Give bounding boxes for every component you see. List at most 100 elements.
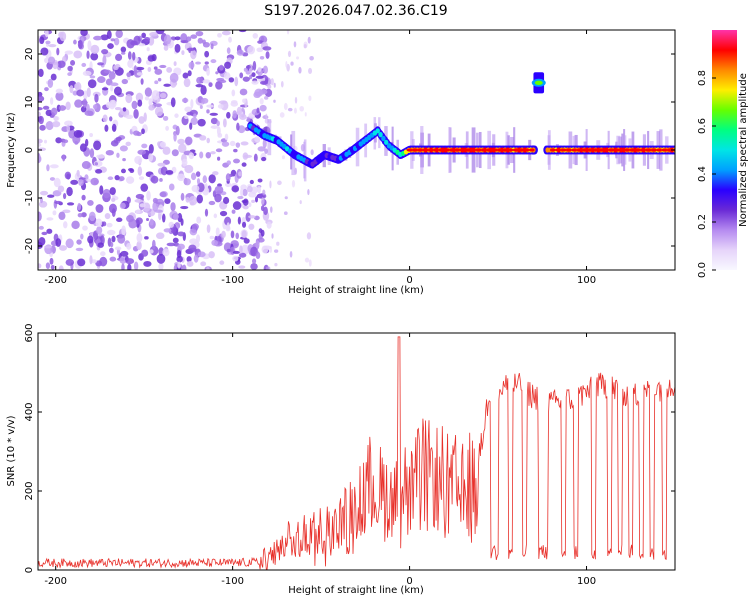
noise-blob xyxy=(204,208,209,217)
noise-blob xyxy=(73,50,83,59)
noise-blob xyxy=(248,223,255,230)
noise-blob xyxy=(247,45,256,55)
noise-blob xyxy=(140,183,149,192)
noise-blob xyxy=(236,49,244,56)
noise-blob xyxy=(133,65,137,75)
noise-blob xyxy=(90,44,100,54)
noise-blob xyxy=(97,242,104,248)
snr-ytick-label: 200 xyxy=(24,481,35,500)
noise-blob xyxy=(232,201,242,210)
noise-blob xyxy=(208,251,215,259)
noise-blob xyxy=(246,185,253,193)
noise-blob xyxy=(62,209,71,214)
noise-blob xyxy=(308,95,312,102)
noise-blob xyxy=(139,203,146,208)
noise-blob xyxy=(82,225,88,231)
noise-blob xyxy=(89,255,93,265)
noise-blob xyxy=(251,199,256,203)
noise-blob xyxy=(286,30,290,35)
noise-blob xyxy=(133,108,139,119)
noise-blob xyxy=(89,75,96,79)
snr-xtick-label: 0 xyxy=(406,576,412,587)
noise-blob xyxy=(146,217,150,222)
noise-blob xyxy=(89,132,93,138)
track-peak xyxy=(650,148,657,152)
noise-blob xyxy=(38,115,44,125)
noise-blob xyxy=(59,245,68,251)
noise-blob xyxy=(226,47,231,55)
noise-blob xyxy=(138,176,145,181)
noise-blob xyxy=(102,55,107,66)
noise-blob xyxy=(232,255,239,262)
noise-blob xyxy=(67,72,72,77)
noise-blob xyxy=(224,133,229,141)
noise-blob xyxy=(157,162,166,167)
noise-blob xyxy=(235,142,241,148)
noise-blob xyxy=(217,104,224,109)
noise-blob xyxy=(221,230,226,239)
noise-blob xyxy=(90,177,99,186)
noise-blob xyxy=(243,238,250,244)
noise-blob xyxy=(184,115,189,120)
noise-blob xyxy=(106,30,112,40)
noise-blob xyxy=(110,140,119,147)
noise-blob xyxy=(57,185,65,193)
noise-blob xyxy=(188,244,197,253)
noise-blob xyxy=(45,40,51,45)
colorbar-tick-label: 0.0 xyxy=(697,262,708,278)
noise-blob xyxy=(126,242,132,250)
noise-blob xyxy=(46,217,54,221)
noise-blob xyxy=(159,92,167,99)
noise-blob xyxy=(248,215,256,219)
noise-blob xyxy=(53,115,60,121)
noise-blob xyxy=(273,99,276,103)
noise-blob xyxy=(64,171,72,180)
noise-blob xyxy=(262,138,267,149)
noise-blob xyxy=(74,83,80,90)
noise-blob xyxy=(238,252,247,258)
noise-blob xyxy=(65,259,75,266)
noise-blob xyxy=(158,247,164,256)
noise-blob xyxy=(236,122,240,131)
noise-blob xyxy=(283,211,288,215)
noise-blob xyxy=(146,190,151,201)
noise-blob xyxy=(93,35,102,41)
noise-blob xyxy=(70,179,79,185)
noise-blob xyxy=(50,265,55,270)
noise-blob xyxy=(256,47,264,53)
noise-blob xyxy=(243,154,253,159)
track-core xyxy=(384,139,389,145)
noise-blob xyxy=(193,113,197,119)
noise-blob xyxy=(266,221,272,229)
noise-blob xyxy=(135,217,143,225)
noise-blob xyxy=(141,249,149,257)
track-core xyxy=(381,135,386,142)
noise-blob xyxy=(267,84,272,89)
noise-blob xyxy=(303,44,307,49)
noise-blob xyxy=(53,177,61,188)
snr-ylabel: SNR (10 * v/v) xyxy=(6,415,17,486)
noise-blob xyxy=(44,30,49,38)
noise-blob xyxy=(136,233,143,243)
noise-blob xyxy=(206,224,211,233)
noise-blob xyxy=(241,162,247,167)
noise-blob xyxy=(49,177,56,181)
noise-blob xyxy=(180,205,189,210)
noise-blob xyxy=(237,195,244,200)
noise-blob xyxy=(101,49,109,55)
noise-blob xyxy=(141,32,146,39)
track-peak xyxy=(549,148,556,152)
noise-blob xyxy=(136,240,142,251)
noise-blob xyxy=(169,72,179,83)
noise-blob xyxy=(245,212,251,222)
track-peak xyxy=(565,148,572,152)
noise-blob xyxy=(237,125,246,134)
noise-blob xyxy=(184,164,194,174)
noise-blob xyxy=(133,35,141,46)
noise-blob xyxy=(126,214,134,223)
noise-blob xyxy=(134,199,143,203)
noise-blob xyxy=(249,179,254,185)
track-peak xyxy=(528,148,535,152)
blob-peak xyxy=(534,80,543,86)
